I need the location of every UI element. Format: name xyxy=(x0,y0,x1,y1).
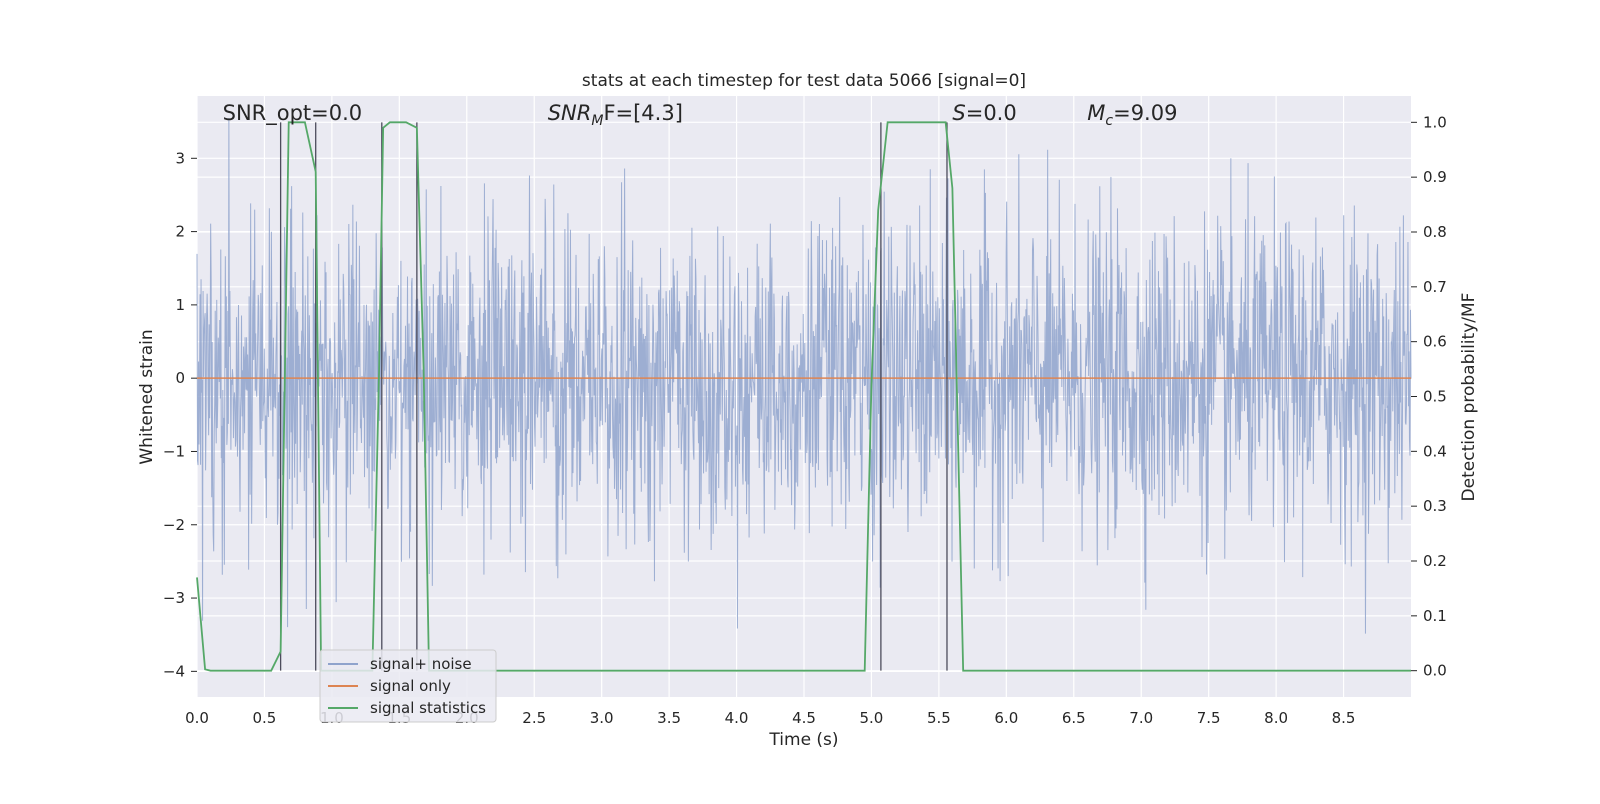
x-tick-label-6: 3.0 xyxy=(590,709,614,727)
legend-label-signal-only: signal only xyxy=(370,677,451,695)
y2-tick-label-2: 0.2 xyxy=(1423,552,1447,570)
y2-tick-label-8: 0.8 xyxy=(1423,223,1447,241)
annotation-2: S=0.0 xyxy=(952,101,1016,125)
x-tick-label-1: 0.5 xyxy=(253,709,277,727)
y-tick-label-6: 2 xyxy=(175,223,185,241)
y2-axis-ticks: 0.0 0.1 0.2 0.3 0.4 0.5 0.6 0.7 0.8 0.9 1.0 xyxy=(1411,113,1447,680)
y-tick-label-5: 1 xyxy=(175,296,185,314)
y2-tick-label-6: 0.6 xyxy=(1423,333,1447,351)
annotation-3: Mc=9.09 xyxy=(1087,101,1177,129)
y2-tick-label-7: 0.7 xyxy=(1423,278,1447,296)
y-tick-label-3: −1 xyxy=(163,442,185,460)
vertical-markers xyxy=(279,122,948,671)
x-axis-label: Time (s) xyxy=(768,730,838,750)
legend: signal+ noise signal only signal statist… xyxy=(319,649,497,723)
y-tick-label-2: −2 xyxy=(163,516,185,534)
legend-label-signal-statistics: signal statistics xyxy=(370,699,486,717)
y-axis-ticks: −4 −3 −2 −1 0 1 2 3 xyxy=(163,149,197,680)
y-tick-label-1: −3 xyxy=(163,589,185,607)
y2-tick-label-5: 0.5 xyxy=(1423,388,1447,406)
x-tick-label-11: 5.5 xyxy=(927,709,951,727)
y-tick-label-0: −4 xyxy=(163,662,185,680)
x-tick-label-8: 4.0 xyxy=(725,709,749,727)
y2-tick-label-4: 0.4 xyxy=(1423,442,1447,460)
signal-noise-series xyxy=(196,117,1412,634)
x-tick-label-9: 4.5 xyxy=(792,709,816,727)
x-tick-label-15: 7.5 xyxy=(1197,709,1221,727)
y2-tick-label-0: 0.0 xyxy=(1423,662,1447,680)
x-tick-label-0: 0.0 xyxy=(185,709,209,727)
grid-lines xyxy=(196,96,1411,697)
y-axis-label: Whitened strain xyxy=(137,329,157,464)
x-tick-label-10: 5.0 xyxy=(860,709,884,727)
x-tick-label-16: 8.0 xyxy=(1264,709,1288,727)
y2-tick-label-9: 0.9 xyxy=(1423,168,1447,186)
x-tick-label-5: 2.5 xyxy=(522,709,546,727)
x-tick-label-12: 6.0 xyxy=(994,709,1018,727)
y2-tick-label-1: 0.1 xyxy=(1423,607,1447,625)
legend-box xyxy=(319,649,497,723)
annotations: SNR_opt=0.0 SNRMF=[4.3] S=0.0 Mc=9.09 xyxy=(223,101,1178,129)
signal-noise-line xyxy=(196,117,1412,634)
x-tick-label-7: 3.5 xyxy=(657,709,681,727)
annotation-1: SNRMF=[4.3] xyxy=(548,101,683,129)
y-tick-label-4: 0 xyxy=(175,369,185,387)
y-tick-label-7: 3 xyxy=(175,149,185,167)
y2-tick-label-3: 0.3 xyxy=(1423,497,1447,515)
chart-title: stats at each timestep for test data 506… xyxy=(582,71,1026,91)
x-tick-label-13: 6.5 xyxy=(1062,709,1086,727)
y2-tick-label-10: 1.0 xyxy=(1423,113,1447,131)
x-tick-label-14: 7.0 xyxy=(1129,709,1153,727)
x-tick-label-17: 8.5 xyxy=(1332,709,1356,727)
signal-statistics-series xyxy=(196,121,1411,672)
signal-statistics-line xyxy=(196,121,1411,672)
legend-label-signal-noise: signal+ noise xyxy=(370,655,472,673)
annotation-0: SNR_opt=0.0 xyxy=(223,101,363,126)
y2-axis-label: Detection probability/MF xyxy=(1459,293,1479,502)
